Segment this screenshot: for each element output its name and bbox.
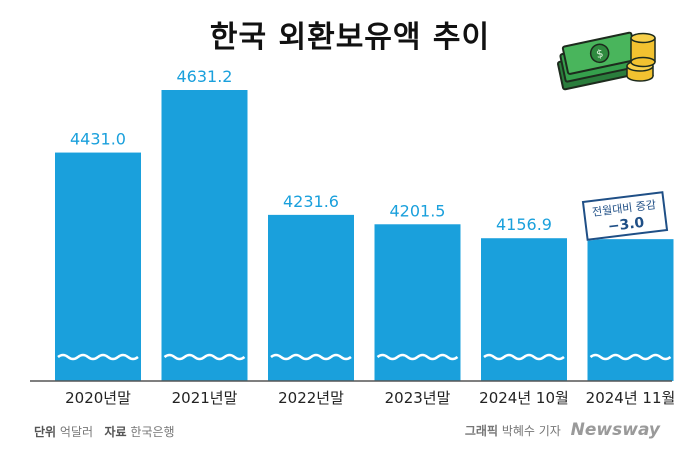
value-label: 4201.5: [390, 201, 446, 220]
bars-layer: 4431.0 2020년말 4631.2 2021년말 4231.6 2022년말 4201…: [55, 67, 675, 407]
source-value: 한국은행: [130, 425, 175, 439]
bar: [268, 214, 354, 381]
category-label: 2024년 11월: [586, 389, 676, 407]
money-and-coins-icon: $: [556, 31, 656, 91]
category-label: 2022년말: [278, 389, 344, 407]
value-label: 4631.2: [177, 67, 233, 86]
value-label: 4431.0: [70, 130, 126, 149]
category-label: 2024년 10월: [479, 389, 569, 407]
source-label: 자료: [104, 425, 127, 439]
category-label: 2020년말: [65, 389, 131, 407]
unit-value: 억달러: [59, 425, 94, 439]
axis-break-wave: [483, 353, 565, 361]
axis-break-wave: [589, 353, 672, 361]
category-label: 2023년말: [385, 389, 451, 407]
axis-break-wave: [376, 353, 459, 361]
bar: [481, 238, 567, 381]
credit-role: 그래픽: [464, 424, 498, 438]
bar: [161, 90, 248, 381]
bar: [587, 239, 674, 381]
credit-name: 박혜수 기자: [501, 424, 561, 438]
axis-break-wave: [163, 353, 246, 361]
value-label: 4156.9: [496, 215, 552, 234]
brand-logo: Newsway: [570, 420, 660, 440]
chart-title: 한국 외환보유액 추이: [209, 20, 491, 55]
footer-credit: 그래픽 박혜수 기자 Newsway: [465, 420, 660, 440]
bar: [55, 152, 141, 381]
category-label: 2021년말: [172, 389, 238, 407]
svg-text:$: $: [595, 47, 605, 61]
value-label: 4231.6: [283, 192, 339, 211]
unit-label: 단위: [34, 425, 57, 439]
axis-break-wave: [57, 353, 139, 361]
axis-break-wave: [270, 353, 352, 361]
footer-unit-source: 단위 억달러 자료 한국은행: [34, 423, 175, 440]
